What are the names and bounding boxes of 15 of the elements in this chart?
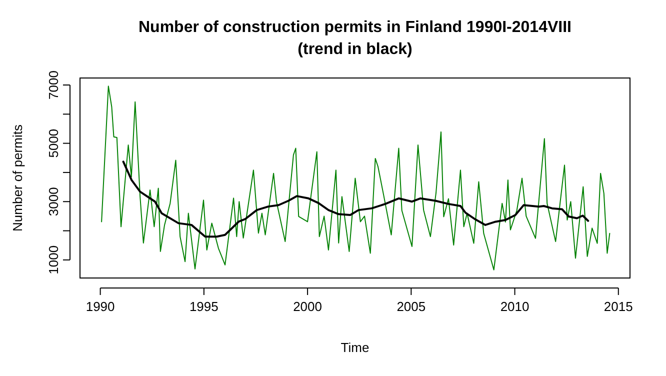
x-tick-label: 1990	[86, 299, 115, 314]
x-tick-label: 2005	[396, 299, 426, 314]
x-tick-label: 2000	[293, 299, 322, 314]
y-tick-label: 3000	[46, 187, 61, 216]
y-tick-label: 7000	[46, 70, 61, 100]
x-axis-title: Time	[340, 340, 370, 355]
x-tick-label: 1995	[189, 299, 218, 314]
chart-title: Number of construction permits in Finland 1990I-2014VIII (trend in black)	[138, 19, 572, 58]
y-tick-label: 5000	[46, 128, 61, 158]
line-series	[101, 86, 610, 270]
y-tick-label: 1000	[46, 245, 61, 274]
x-tick-label: 2010	[500, 299, 530, 314]
line-series	[122, 160, 590, 238]
y-axis-title: Number of permits	[10, 124, 25, 232]
x-tick-label: 2015	[604, 299, 633, 314]
